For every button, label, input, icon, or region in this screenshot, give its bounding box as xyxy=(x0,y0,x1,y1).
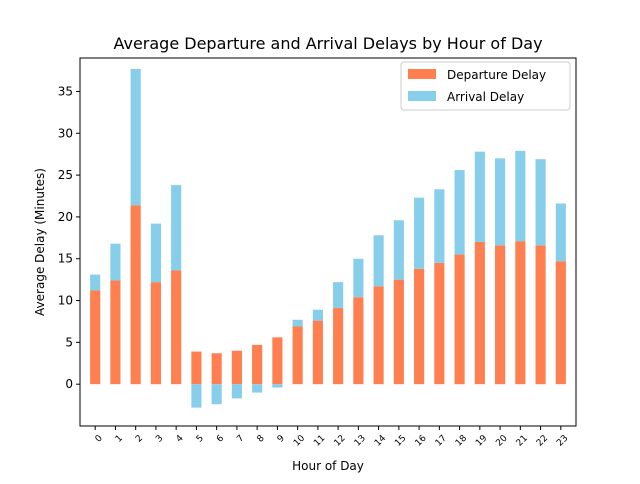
x-tick-label: 5 xyxy=(195,434,206,445)
x-tick-label: 20 xyxy=(494,433,509,448)
bar-departure-9 xyxy=(272,337,283,385)
bar-arrival-9 xyxy=(272,384,283,388)
x-tick-label: 12 xyxy=(333,434,348,449)
bar-arrival-10 xyxy=(292,319,303,327)
bar-arrival-6 xyxy=(211,384,222,405)
legend-swatch-departure xyxy=(408,69,436,79)
bar-departure-4 xyxy=(171,270,182,385)
bar-arrival-19 xyxy=(474,151,485,242)
bar-departure-19 xyxy=(474,242,485,385)
y-axis: 0 5 10 15 20 25 30 35 xyxy=(58,84,80,391)
x-tick-label: 11 xyxy=(312,434,327,449)
bar-arrival-23 xyxy=(555,203,566,262)
bar-departure-2 xyxy=(130,205,141,385)
bar-departure-10 xyxy=(292,326,303,385)
bar-departure-7 xyxy=(231,350,242,385)
y-tick-label: 15 xyxy=(58,252,73,266)
y-tick-label: 10 xyxy=(58,294,73,308)
bar-arrival-3 xyxy=(150,223,161,283)
bar-departure-12 xyxy=(333,308,344,385)
bar-arrival-5 xyxy=(191,384,202,408)
bar-arrival-4 xyxy=(171,185,182,271)
x-tick-label: 14 xyxy=(373,433,388,448)
bar-departure-8 xyxy=(252,344,263,385)
x-tick-label: 2 xyxy=(134,434,145,445)
bar-arrival-14 xyxy=(373,235,384,287)
x-tick-label: 1 xyxy=(114,434,125,445)
bar-departure-18 xyxy=(454,254,465,385)
y-tick-label: 0 xyxy=(65,377,73,391)
bar-departure-11 xyxy=(312,320,323,385)
x-tick-label: 4 xyxy=(175,433,186,444)
bar-arrival-13 xyxy=(353,258,364,298)
bar-departure-16 xyxy=(414,268,425,385)
y-axis-label: Average Delay (Minutes) xyxy=(33,168,47,316)
legend-frame xyxy=(400,61,571,111)
legend-label-departure: Departure Delay xyxy=(447,68,546,82)
x-tick-label: 16 xyxy=(414,433,429,448)
bar-departure-3 xyxy=(150,282,161,385)
bar-arrival-12 xyxy=(333,282,344,309)
y-tick-label: 30 xyxy=(58,126,73,140)
bar-departure-14 xyxy=(373,286,384,385)
bars-layer xyxy=(90,68,566,408)
bar-arrival-7 xyxy=(231,384,242,399)
x-tick-label: 6 xyxy=(215,433,226,444)
bar-arrival-17 xyxy=(434,189,445,263)
x-tick-label: 9 xyxy=(276,433,287,444)
x-tick-label: 23 xyxy=(555,434,570,449)
bar-departure-13 xyxy=(353,297,364,385)
x-axis-label: Hour of Day xyxy=(292,459,364,473)
bar-departure-0 xyxy=(90,290,101,385)
x-tick-label: 10 xyxy=(292,433,307,448)
x-tick-label: 13 xyxy=(353,434,368,449)
bar-departure-21 xyxy=(515,241,526,385)
bar-departure-22 xyxy=(535,245,546,385)
plot-frame xyxy=(79,57,577,427)
y-tick-label: 5 xyxy=(65,335,73,349)
x-tick-label: 21 xyxy=(515,434,530,449)
legend-label-arrival: Arrival Delay xyxy=(447,90,524,104)
bar-arrival-15 xyxy=(393,220,404,280)
x-tick-label: 17 xyxy=(434,434,449,449)
bar-arrival-2 xyxy=(130,68,141,206)
x-tick-label: 0 xyxy=(94,433,105,444)
bar-departure-1 xyxy=(110,280,121,385)
bar-departure-5 xyxy=(191,351,202,385)
x-tick-label: 18 xyxy=(454,433,469,448)
x-tick-label: 15 xyxy=(393,434,408,449)
bar-arrival-20 xyxy=(495,158,506,246)
bar-arrival-18 xyxy=(454,170,465,255)
bar-arrival-22 xyxy=(535,159,546,246)
x-tick-label: 3 xyxy=(154,434,165,445)
x-tick-label: 22 xyxy=(535,434,550,449)
x-tick-label: 8 xyxy=(256,433,267,444)
x-tick-label: 19 xyxy=(474,433,489,448)
x-tick-label: 7 xyxy=(235,434,246,445)
y-tick-label: 35 xyxy=(58,84,73,98)
bar-arrival-11 xyxy=(312,309,323,321)
bar-departure-6 xyxy=(211,353,222,385)
bar-departure-23 xyxy=(555,261,566,385)
bar-arrival-1 xyxy=(110,243,121,281)
bar-departure-15 xyxy=(393,279,404,385)
bar-departure-20 xyxy=(495,245,506,385)
bar-arrival-21 xyxy=(515,150,526,242)
chart-title: Average Departure and Arrival Delays by … xyxy=(113,34,542,53)
bar-arrival-16 xyxy=(414,197,425,269)
bar-arrival-0 xyxy=(90,274,101,291)
y-tick-label: 20 xyxy=(58,210,73,224)
y-tick-label: 25 xyxy=(58,168,73,182)
bar-departure-17 xyxy=(434,262,445,385)
x-axis: 0 1 2 3 4 5 6 7 8 9 10 11 12 13 14 15 16 17 18 19 20 21 22 23 xyxy=(94,426,570,449)
bar-arrival-8 xyxy=(252,384,263,393)
legend-swatch-arrival xyxy=(408,91,436,101)
legend: Departure Delay Arrival Delay xyxy=(400,61,571,111)
